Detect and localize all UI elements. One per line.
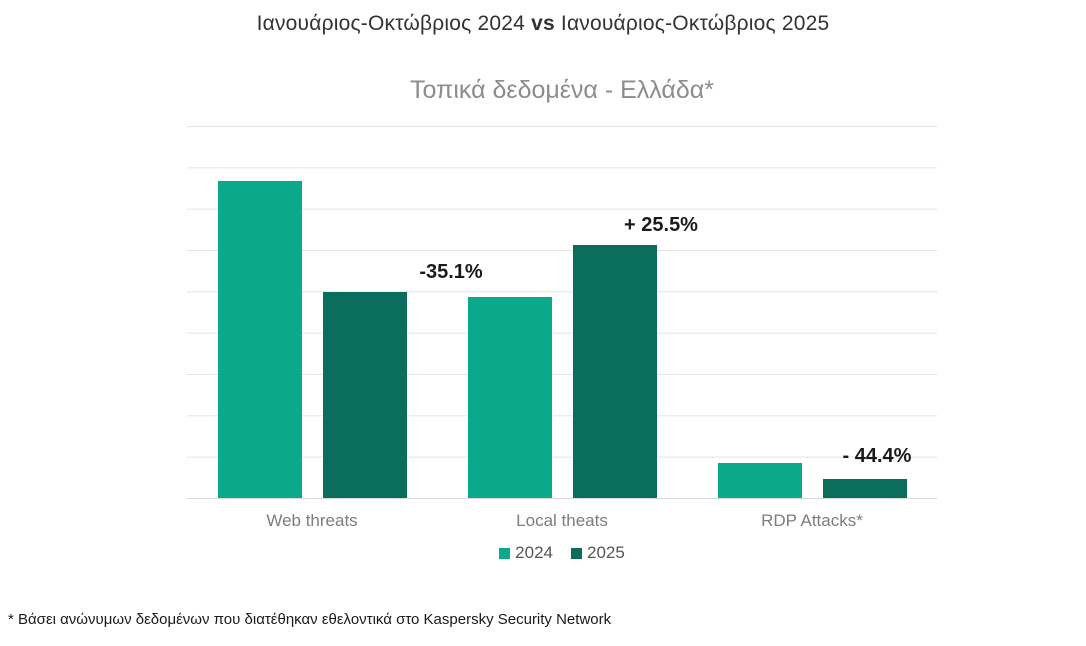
chart-title: Ιανουάριος-Οκτώβριος 2024 vs Ιανουάριος-… [0, 10, 1086, 38]
bar-2025-local-theats [572, 245, 657, 498]
category-label-web-threats: Web threats [266, 511, 358, 530]
annotation-local-threats-change: + 25.5% [624, 214, 698, 236]
bar-2025-rdp-attacks [822, 479, 907, 498]
bar-2025-web-threats [322, 291, 407, 498]
bars-area [187, 126, 937, 498]
plot-area: -35.1% + 25.5% - 44.4% [187, 126, 937, 499]
annotation-web-threats-change: -35.1% [419, 261, 483, 283]
bar-2024-web-threats [217, 181, 302, 498]
footnote: * Βάσει ανώνυμων δεδομένων που διατέθηκα… [8, 611, 612, 628]
chart-title-vs: vs [531, 12, 555, 35]
category-label-rdp-attacks: RDP Attacks* [761, 511, 863, 530]
bar-group-rdp-attacks [687, 126, 937, 498]
legend: 2024 2025 [187, 543, 937, 563]
bar-2024-rdp-attacks [717, 463, 802, 498]
bar-group-local-theats [437, 126, 687, 498]
chart-title-right: Ιανουάριος-Οκτώβριος 2025 [560, 12, 830, 35]
category-axis: Web threats Local theats RDP Attacks* [187, 510, 937, 531]
chart-title-left: Ιανουάριος-Οκτώβριος 2024 [256, 12, 526, 35]
annotation-rdp-attacks-change: - 44.4% [842, 445, 912, 467]
legend-label-2024: 2024 [515, 543, 553, 562]
legend-swatch-2025 [571, 547, 582, 559]
legend-item-2024: 2024 [499, 543, 553, 563]
legend-label-2025: 2025 [587, 543, 625, 562]
chart-subtitle: Τοπικά δεδομένα - Ελλάδα* [410, 76, 714, 104]
legend-swatch-2024 [499, 547, 511, 559]
bar-2024-local-theats [467, 297, 552, 498]
legend-item-2025: 2025 [571, 543, 625, 563]
bar-group-web-threats [187, 126, 437, 498]
category-label-local-theats: Local theats [516, 511, 608, 530]
